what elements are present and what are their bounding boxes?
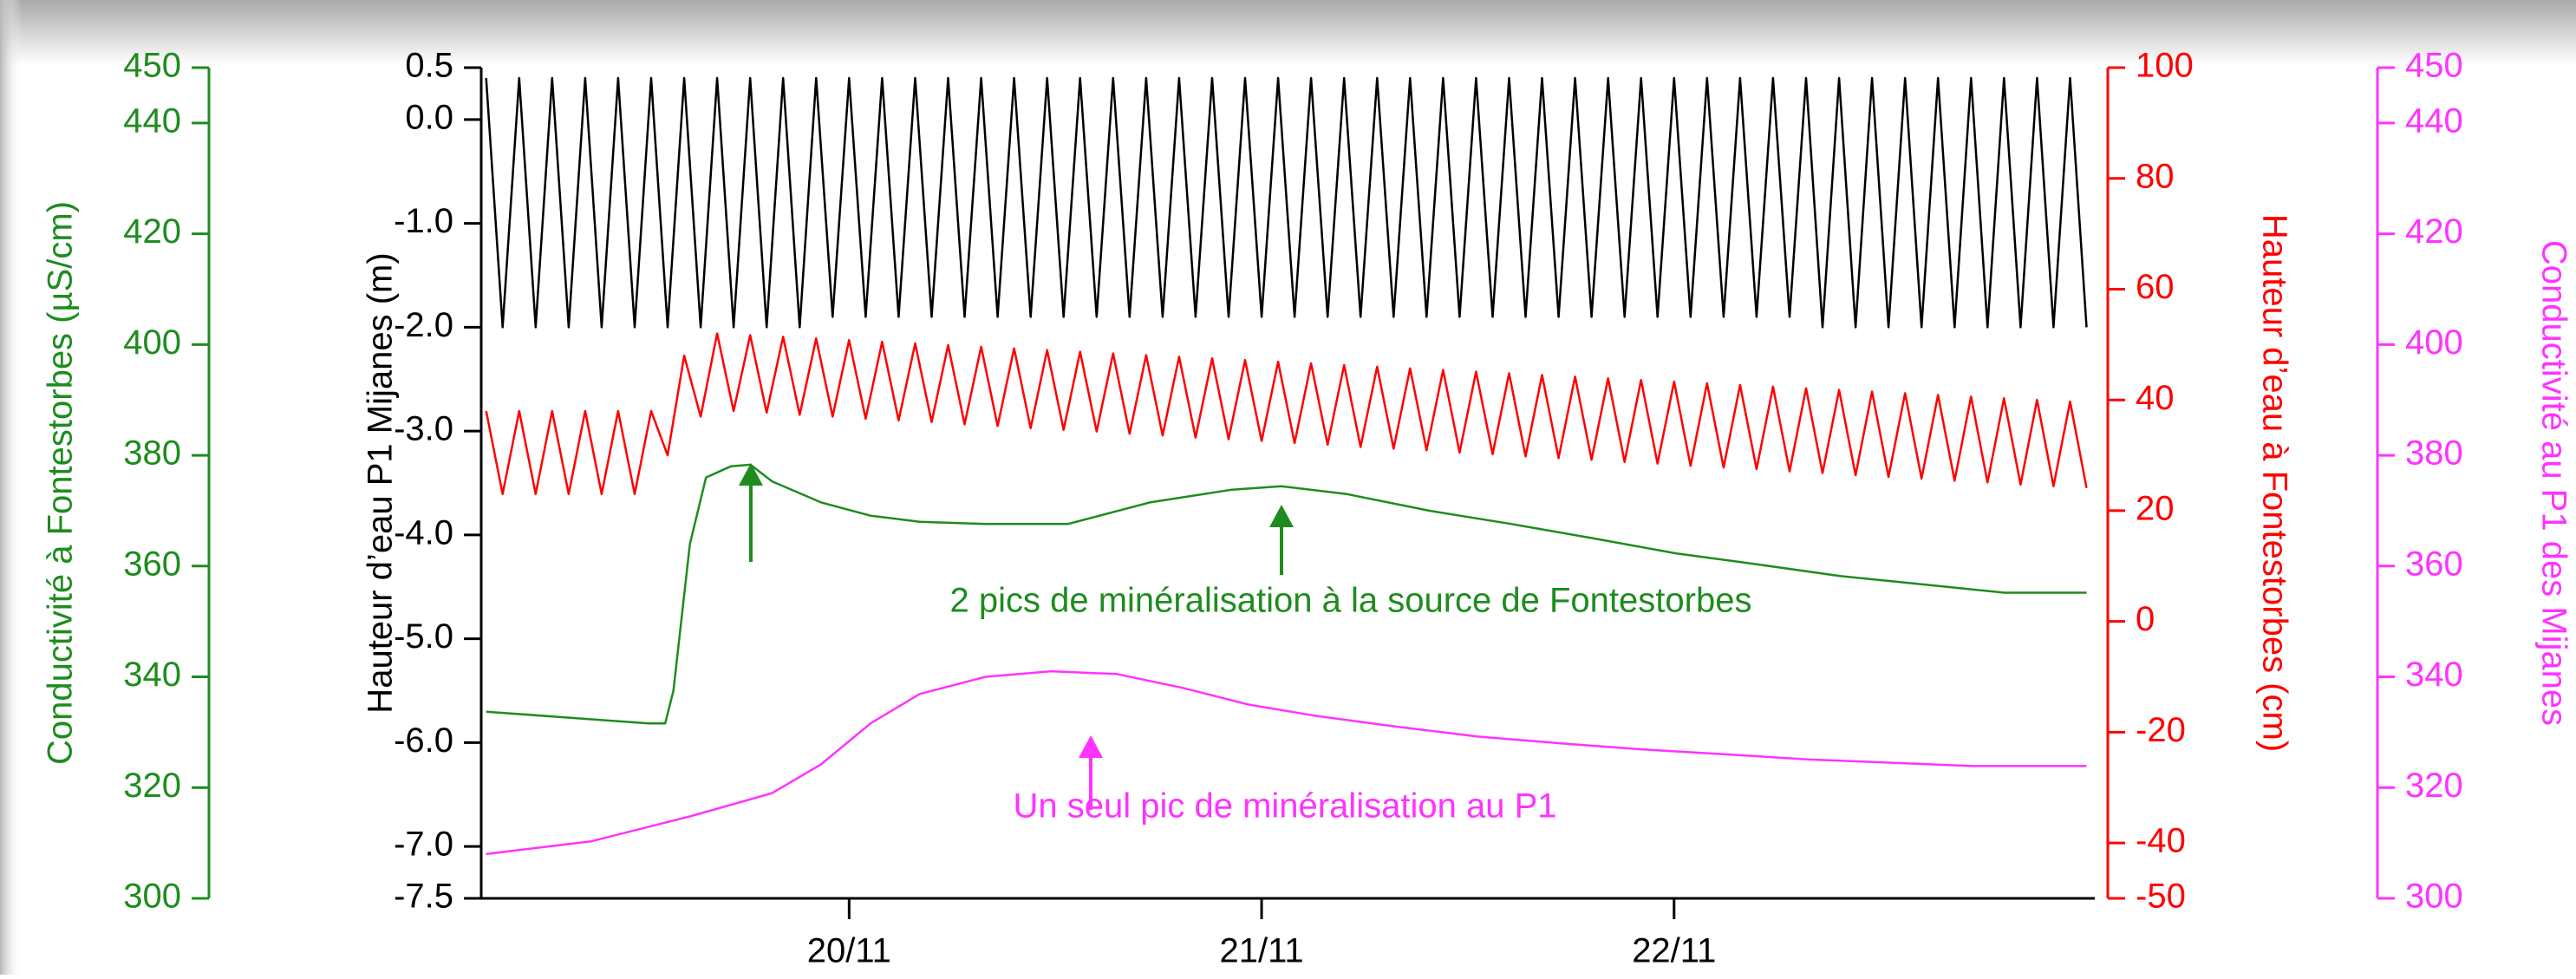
y-tick-label: -4.0 — [394, 513, 453, 552]
y-tick-label: 340 — [2405, 656, 2463, 694]
y-tick-label: 420 — [2405, 212, 2463, 251]
y-tick-label: -2.0 — [394, 306, 453, 344]
annotation: Un seul pic de minéralisation au P1 — [1013, 787, 1556, 826]
x-tick-label: 21/11 — [1219, 932, 1303, 970]
series-line — [486, 334, 2087, 494]
y-tick-label: 380 — [123, 434, 181, 473]
y-tick-label: 0.0 — [405, 98, 453, 136]
y-tick-label: 400 — [123, 323, 181, 362]
y-tick-label: -50 — [2136, 878, 2186, 916]
series-line — [486, 78, 2087, 327]
arrows — [739, 463, 1294, 810]
y-tick-label: 0 — [2136, 600, 2155, 638]
axis-title: Conductivité au P1 des Mijanes — [2534, 240, 2573, 726]
y-tick-label: 300 — [2405, 878, 2463, 916]
y-tick-label: -6.0 — [394, 721, 453, 760]
axis-title: Conductivité à Fontestorbes (µS/cm) — [42, 201, 80, 765]
axis-title: Hauteur d’eau P1 Mijanes (m) — [362, 252, 400, 713]
y-tick-label: -40 — [2136, 822, 2186, 860]
x-tick-label: 22/11 — [1632, 932, 1716, 970]
y-tick-label: 360 — [123, 545, 181, 583]
y-tick-label: 340 — [123, 656, 181, 694]
y-tick-label: 100 — [2136, 47, 2194, 85]
y-tick-label: 60 — [2136, 268, 2175, 306]
x-tick-label: 20/11 — [807, 932, 891, 970]
y-tick-label: -20 — [2136, 711, 2186, 749]
page: 2 pics de minéralisation à la source de … — [0, 0, 2576, 975]
y-tick-label: 440 — [2405, 101, 2463, 140]
y-tick-label: -3.0 — [394, 410, 453, 448]
y-tick-label: 400 — [2405, 323, 2463, 362]
y-tick-label: 420 — [123, 212, 181, 251]
y-tick-label: -5.0 — [394, 617, 453, 656]
y-tick-label: 450 — [2405, 47, 2463, 85]
y-tick-label: 320 — [123, 767, 181, 805]
y-tick-label: 20 — [2136, 489, 2175, 527]
arrow-head — [1269, 505, 1294, 527]
y-tick-label: 360 — [2405, 545, 2463, 583]
y-tick-label: -7.0 — [394, 826, 453, 864]
y-tick-label: 440 — [123, 101, 181, 140]
y-tick-label: 320 — [2405, 767, 2463, 805]
background-left — [0, 0, 22, 975]
annotation: 2 pics de minéralisation à la source de … — [950, 582, 1752, 620]
chart: 2 pics de minéralisation à la source de … — [0, 0, 2576, 975]
series-line — [486, 671, 2087, 854]
y-tick-label: 40 — [2136, 379, 2175, 417]
y-tick-label: 300 — [123, 878, 181, 916]
arrow-head — [1079, 735, 1103, 758]
y-tick-label: 450 — [123, 47, 181, 85]
y-tick-label: 0.5 — [405, 47, 453, 85]
y-tick-label: 380 — [2405, 434, 2463, 473]
y-tick-label: -1.0 — [394, 202, 453, 240]
y-tick-label: 80 — [2136, 157, 2175, 195]
axis-title: Hauteur d’eau à Fontestorbes (cm) — [2255, 214, 2293, 752]
y-tick-label: -7.5 — [394, 878, 453, 916]
